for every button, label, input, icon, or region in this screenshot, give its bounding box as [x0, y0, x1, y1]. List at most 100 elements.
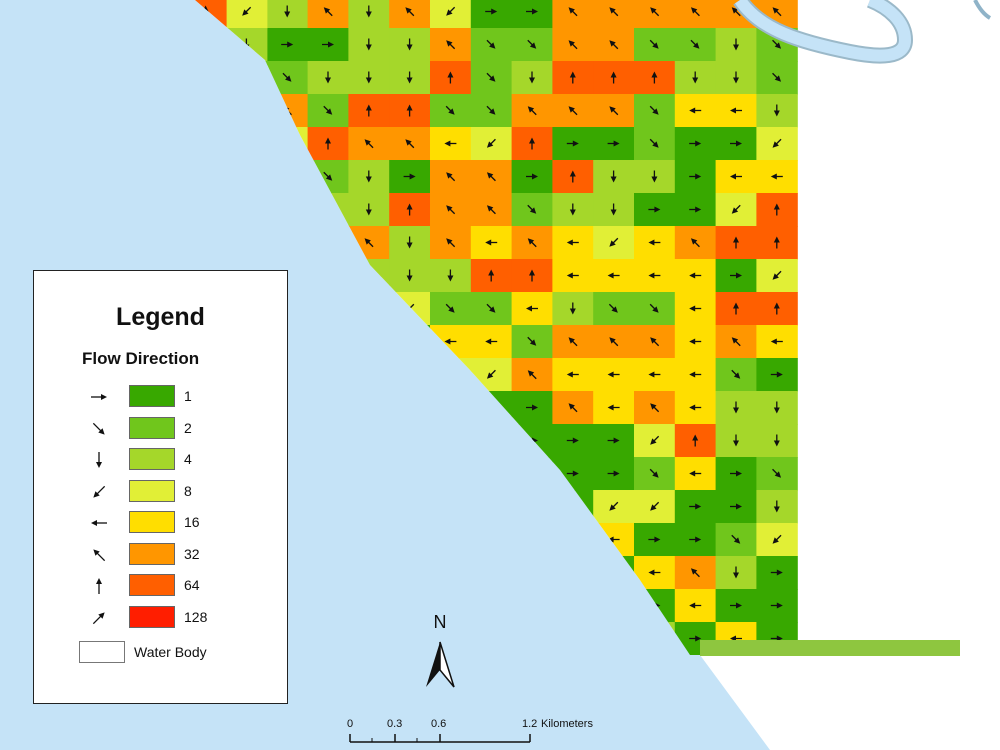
flow-cell [634, 391, 676, 425]
flow-cell [511, 325, 553, 359]
flow-cell [430, 127, 472, 161]
flow-cell [674, 226, 717, 260]
flow-cell [715, 523, 757, 557]
flow-cell [430, 0, 472, 29]
flow-cell [593, 424, 635, 458]
scale-tick-label-2: 0.6 [431, 718, 447, 730]
north-arrow-icon [426, 641, 455, 688]
flow-cell [756, 457, 798, 491]
flow-cell [674, 325, 717, 359]
scale-tick-label-0: 0 [347, 718, 354, 730]
legend-swatch [129, 416, 175, 439]
flow-cell [756, 490, 798, 524]
flow-cell [674, 424, 717, 458]
flow-cell [470, 61, 513, 95]
north-arrow-label: N [433, 612, 447, 632]
flow-cell [552, 424, 594, 458]
flow-cell [674, 193, 717, 227]
flow-cell [715, 61, 757, 95]
flow-arrow-icon [89, 387, 109, 407]
flow-cell [552, 193, 594, 227]
flow-cell [593, 28, 635, 62]
flow-cell [634, 292, 676, 326]
flow-cell [674, 358, 717, 392]
flow-cell [634, 358, 676, 392]
legend-value: 8 [184, 482, 192, 499]
flow-cell [593, 226, 635, 260]
flow-cell [389, 0, 431, 29]
flow-cell [634, 523, 676, 557]
flow-cell [430, 160, 472, 194]
flow-cell [756, 325, 798, 359]
flow-cell [389, 193, 431, 227]
legend-swatch [129, 605, 175, 628]
flow-cell [593, 457, 635, 491]
flow-cell [634, 490, 676, 524]
flow-cell [430, 94, 472, 128]
flow-cell [348, 193, 390, 227]
flow-cell [634, 127, 676, 161]
flow-cell [715, 193, 757, 227]
flow-cell [674, 457, 717, 491]
legend-item-8: 8 [34, 479, 287, 504]
flow-cell [674, 61, 717, 95]
flow-cell [552, 28, 594, 62]
river-right-edge [973, 0, 992, 20]
flow-cell [634, 325, 676, 359]
legend-item-4: 4 [34, 448, 287, 472]
flow-cell [470, 127, 513, 161]
flow-cell [715, 490, 757, 524]
flow-cell [634, 457, 676, 491]
water-body-swatch [79, 641, 125, 663]
flow-cell [593, 193, 635, 227]
flow-cell [389, 127, 431, 161]
flow-cell [674, 28, 717, 62]
flow-cell [389, 94, 431, 128]
flow-cell [634, 0, 676, 29]
flow-cell [389, 160, 431, 194]
legend-value: 16 [184, 514, 200, 530]
river-water-body-fill [735, 0, 912, 62]
legend-value: 32 [184, 545, 200, 562]
flow-cell [593, 127, 635, 161]
flow-cell [266, 28, 309, 62]
legend-item-16: 16 [34, 511, 287, 535]
flow-cell [593, 160, 635, 194]
flow-cell [715, 589, 757, 623]
flow-cell [430, 292, 472, 326]
legend-value: 4 [184, 451, 192, 467]
flow-cell [307, 61, 349, 95]
flow-cell [593, 325, 635, 359]
flow-cell [389, 226, 431, 260]
legend-value: 64 [184, 577, 200, 593]
flow-cell [756, 160, 798, 194]
flow-cell [715, 94, 757, 128]
north-arrow: N [420, 612, 460, 692]
flow-cell [511, 61, 553, 95]
flow-cell [756, 94, 798, 128]
flow-cell [430, 259, 472, 293]
flow-cell [593, 292, 635, 326]
flow-cell [389, 259, 431, 293]
flow-cell [634, 160, 676, 194]
flow-cell [430, 28, 472, 62]
flow-cell [552, 358, 594, 392]
flow-cell [430, 226, 472, 260]
flow-cell [511, 226, 553, 260]
flow-arrow-icon [89, 450, 109, 470]
legend-item-64: 64 [34, 574, 287, 598]
legend-value: 1 [184, 388, 192, 404]
flow-arrow-icon [89, 419, 109, 439]
flow-cell [430, 61, 472, 95]
flow-cell [348, 127, 390, 161]
legend-item-128: 128 [34, 605, 287, 630]
flow-cell [511, 391, 553, 425]
flow-cell [715, 424, 757, 458]
flow-cell [715, 259, 757, 293]
flow-arrow-icon [89, 608, 109, 628]
flow-cell [756, 127, 798, 161]
flow-cell [511, 193, 553, 227]
scale-unit-label: Kilometers [541, 718, 593, 730]
flow-cell [348, 28, 390, 62]
